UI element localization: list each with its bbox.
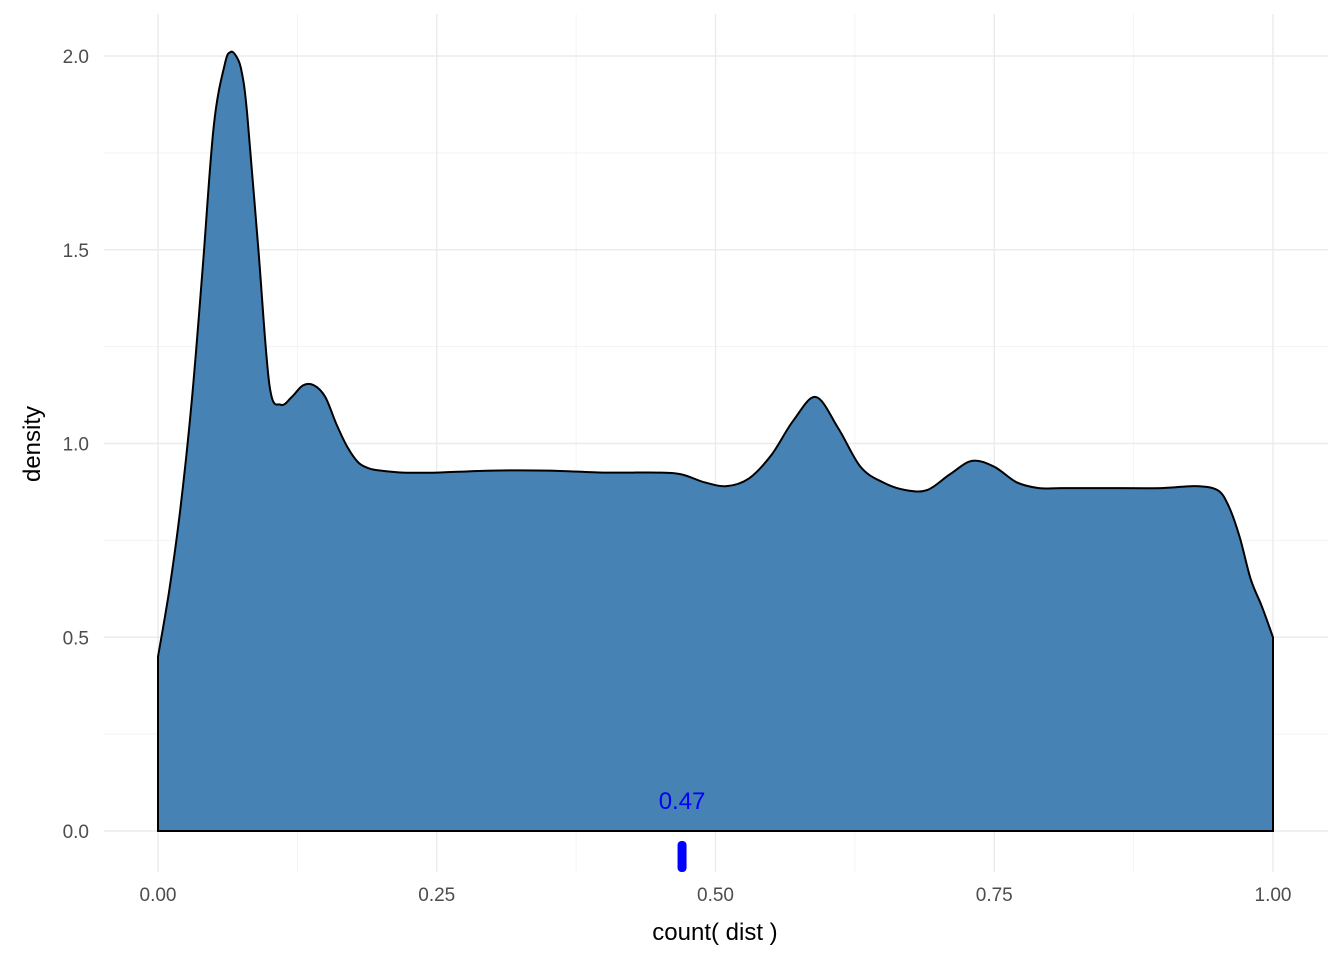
density-outline: [157, 50, 1274, 832]
x-axis-title: count( dist ): [652, 919, 777, 946]
x-tick-label: 0.75: [976, 885, 1013, 906]
x-tick-label: 0.00: [140, 885, 177, 906]
y-tick-label: 2.0: [63, 47, 89, 68]
x-tick-label: 0.25: [418, 885, 455, 906]
x-axis-ticks: 0.00 0.25 0.50 0.75 1.00: [140, 885, 1292, 906]
y-tick-label: 0.5: [63, 628, 89, 649]
y-tick-label: 0.0: [63, 822, 89, 843]
x-tick-label: 1.00: [1255, 885, 1292, 906]
x-tick-label: 0.50: [697, 885, 734, 906]
density-area: [158, 51, 1273, 832]
y-tick-label: 1.0: [63, 435, 89, 456]
marker-bar: [677, 841, 687, 872]
y-tick-label: 1.5: [63, 241, 89, 262]
y-axis-title: density: [19, 406, 46, 482]
marker-label: 0.47: [659, 788, 706, 815]
y-axis-ticks: 0.0 0.5 1.0 1.5 2.0: [63, 47, 89, 843]
